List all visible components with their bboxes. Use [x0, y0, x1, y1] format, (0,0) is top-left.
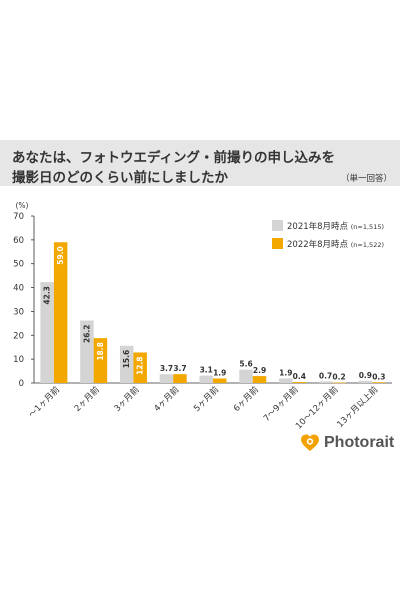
x-category-label: 2ヶ月前	[72, 384, 102, 414]
bar-value-label: 3.1	[200, 366, 213, 375]
bar-2021	[80, 320, 94, 383]
legend-label: 2021年8月時点 (n=1,515)	[287, 221, 384, 232]
header-band	[0, 140, 400, 186]
bar-value-label: 59.0	[56, 246, 65, 265]
y-axis-unit-label: (%)	[16, 201, 29, 210]
bar-value-label: 42.3	[43, 286, 52, 305]
bar-value-label: 1.9	[279, 368, 292, 377]
y-tick-label: 50	[13, 260, 24, 270]
y-tick-label: 70	[13, 212, 24, 222]
bar-2022	[133, 352, 147, 383]
bar-value-label: 5.6	[239, 360, 252, 369]
y-tick-label: 40	[13, 284, 24, 294]
bar-2022	[292, 382, 307, 383]
y-tick-label: 0	[19, 379, 24, 389]
bar-2021	[40, 282, 54, 383]
bar-value-label: 3.7	[160, 364, 173, 373]
bar-value-label: 3.7	[173, 364, 186, 373]
legend-label: 2022年8月時点 (n=1,522)	[287, 239, 384, 250]
bar-value-label: 1.9	[213, 368, 226, 377]
legend-swatch	[272, 238, 283, 249]
y-tick-label: 60	[13, 236, 24, 246]
bar-2021	[199, 375, 213, 383]
bar-2022	[252, 376, 267, 383]
brand-name: Photorait	[324, 434, 395, 451]
bar-2022	[53, 242, 68, 383]
bar-2021	[239, 369, 253, 383]
answer-type-note: （単一回答）	[340, 174, 392, 184]
bar-2021	[159, 374, 174, 383]
y-tick-label: 30	[13, 307, 24, 317]
bar-value-label: 15.6	[122, 350, 131, 369]
bar-2022	[213, 378, 227, 383]
bar-2021	[318, 381, 333, 383]
bar-value-label: 0.4	[293, 372, 306, 381]
brand-logo: Photorait	[300, 433, 394, 453]
bar-value-label: 18.8	[96, 342, 105, 361]
legend-sample-size: (n=1,522)	[351, 241, 384, 249]
bar-2021	[119, 345, 134, 383]
legend-swatch	[272, 220, 283, 231]
bar-value-label: 0.3	[372, 372, 385, 381]
x-category-label: 3ヶ月前	[112, 384, 142, 414]
y-tick-label: 10	[13, 355, 24, 365]
legend-sample-size: (n=1,515)	[351, 223, 384, 231]
bar-value-label: 26.2	[82, 324, 91, 343]
y-tick-label: 20	[13, 331, 24, 341]
x-category-label: 4ヶ月前	[152, 384, 182, 414]
x-category-label: 〜1ヶ月前	[26, 384, 62, 420]
bar-value-label: 0.9	[359, 371, 372, 380]
bar-2022	[332, 382, 346, 384]
chart-title: あなたは、フォトウエディング・前撮りの申し込みを 撮影日のどのくらい前にしました…	[12, 150, 336, 186]
bar-2022	[173, 374, 187, 383]
bar-2022	[372, 382, 386, 383]
bar-2021	[279, 378, 293, 383]
x-category-label: 13ヶ月以上前	[335, 384, 381, 430]
bar-chart: (%) 0 10 20 30 40 50 60 70 42.3 59.0 〜1ヶ月前 26.2 18.8 2…	[13, 201, 392, 431]
bar-value-label: 12.8	[136, 356, 145, 375]
bar-value-label: 2.9	[253, 366, 266, 375]
x-category-label: 5ヶ月前	[191, 384, 221, 414]
x-category-label: 6ヶ月前	[231, 384, 261, 414]
x-category-label: 7〜9ヶ月前	[261, 384, 301, 424]
bar-value-label: 0.7	[319, 371, 332, 380]
photorait-logo-icon	[301, 434, 319, 451]
bar-2022	[93, 338, 108, 383]
x-category-label: 10〜12ヶ月前	[293, 384, 340, 431]
bar-2021	[358, 380, 373, 383]
bar-value-label: 0.2	[332, 373, 345, 382]
